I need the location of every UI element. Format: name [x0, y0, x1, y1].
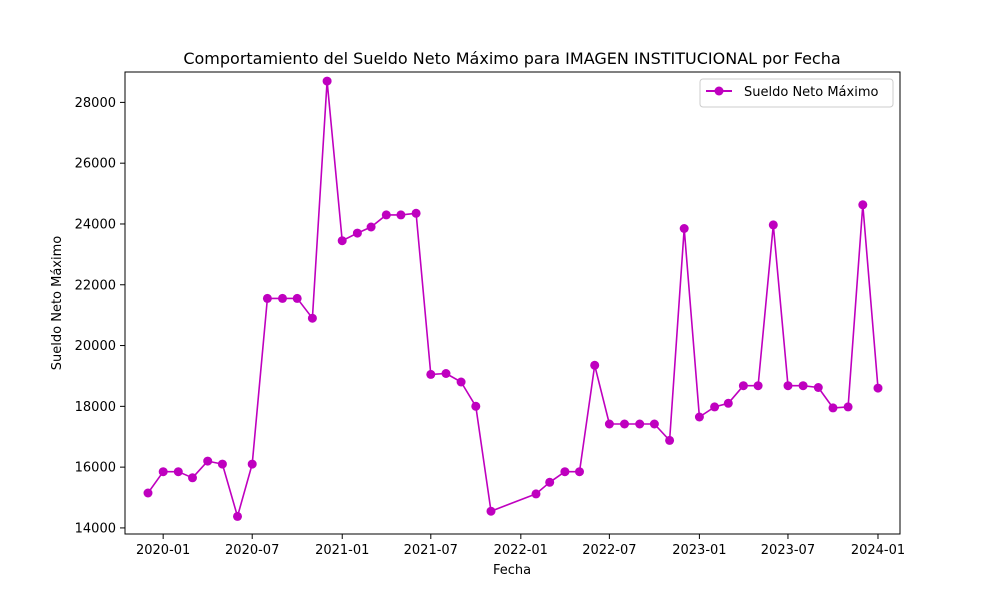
- data-point: [188, 473, 197, 483]
- data-point: [694, 412, 704, 422]
- data-point: [560, 467, 570, 477]
- data-point: [322, 76, 332, 86]
- data-point: [292, 293, 302, 303]
- data-point: [828, 403, 838, 413]
- plot-area: [124, 71, 901, 535]
- x-tick-label: 2024-01: [851, 543, 905, 558]
- series-line: [147, 80, 879, 518]
- y-tick-label: 18000: [75, 400, 116, 415]
- data-point: [843, 402, 853, 412]
- y-tick-label: 26000: [75, 157, 116, 172]
- x-tick-label: 2020-01: [136, 543, 190, 558]
- data-point: [143, 488, 153, 498]
- data-point: [381, 210, 391, 220]
- x-tick-label: 2023-01: [672, 543, 726, 558]
- data-point: [233, 511, 242, 521]
- legend: Sueldo Neto Máximo: [699, 78, 894, 108]
- data-point: [307, 313, 317, 323]
- data-point: [590, 360, 600, 370]
- x-axis: 2020-01 2020-07 2021-01 2021-07 2022-01 2022-…: [136, 534, 905, 558]
- series-layer: [143, 76, 883, 521]
- data-point: [411, 208, 421, 218]
- data-point: [635, 419, 645, 429]
- y-tick-label: 20000: [75, 339, 116, 354]
- y-tick-label: 16000: [75, 461, 116, 476]
- data-point: [738, 381, 748, 391]
- data-point: [426, 369, 436, 379]
- x-axis-label: Fecha: [493, 563, 531, 578]
- y-tick-label: 14000: [75, 521, 116, 536]
- data-point: [753, 381, 763, 391]
- x-tick-label: 2021-07: [404, 543, 458, 558]
- data-point: [649, 419, 659, 429]
- data-point: [575, 467, 584, 477]
- data-point: [217, 459, 227, 469]
- legend-label: Sueldo Neto Máximo: [744, 85, 878, 100]
- data-point: [203, 456, 213, 466]
- legend-marker: [714, 86, 724, 96]
- y-axis-label: Sueldo Neto Máximo: [50, 236, 65, 370]
- x-tick-label: 2020-07: [225, 543, 279, 558]
- data-point: [173, 467, 183, 477]
- data-point: [710, 402, 720, 412]
- data-point: [366, 222, 376, 232]
- data-point: [545, 477, 555, 487]
- y-tick-label: 28000: [75, 96, 116, 111]
- data-point: [456, 377, 466, 387]
- data-point: [158, 467, 168, 477]
- data-point: [486, 506, 496, 516]
- data-point: [262, 293, 272, 303]
- data-point: [471, 401, 481, 411]
- legend-box: [699, 78, 894, 108]
- y-tick-label: 22000: [75, 278, 116, 293]
- data-point: [873, 383, 883, 393]
- data-point: [813, 383, 823, 392]
- x-tick-label: 2023-07: [761, 543, 815, 558]
- chart-title: Comportamiento del Sueldo Neto Máximo pa…: [183, 49, 840, 68]
- data-point: [783, 381, 793, 391]
- data-point: [723, 398, 733, 408]
- x-tick-label: 2022-01: [494, 543, 548, 558]
- data-point: [858, 200, 868, 210]
- data-point: [396, 210, 406, 220]
- data-point: [337, 236, 347, 246]
- y-tick-label: 24000: [75, 217, 116, 232]
- data-point: [679, 224, 689, 233]
- x-tick-label: 2021-01: [315, 543, 369, 558]
- data-point: [352, 228, 362, 238]
- x-tick-label: 2022-07: [582, 543, 636, 558]
- data-point: [604, 419, 614, 429]
- data-point: [620, 419, 629, 429]
- data-point: [531, 489, 541, 499]
- data-point: [768, 220, 778, 230]
- data-point: [278, 293, 287, 303]
- data-point: [665, 435, 675, 445]
- data-point: [247, 459, 257, 469]
- y-axis: 14000 16000 18000 20000 22000 24000 26000 28000: [75, 96, 125, 536]
- data-point: [798, 381, 808, 391]
- data-point: [441, 369, 451, 378]
